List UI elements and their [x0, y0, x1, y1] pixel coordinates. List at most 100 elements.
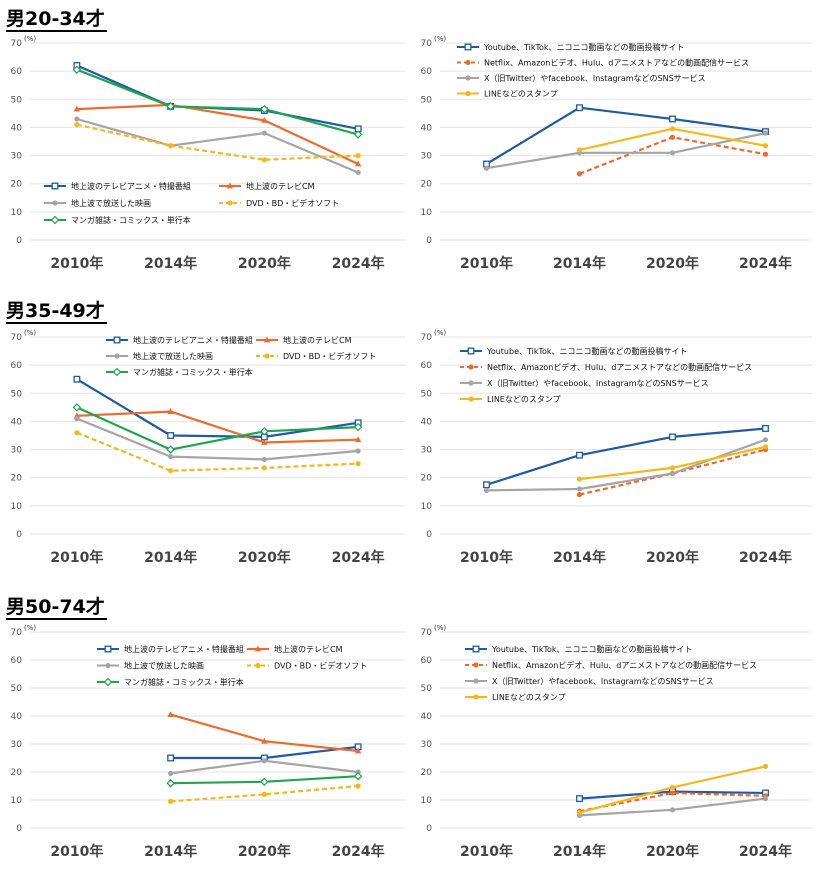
x-tick-label: 2020年	[646, 255, 699, 272]
series-group	[576, 134, 769, 177]
data-point	[354, 747, 362, 754]
series-line	[486, 438, 766, 492]
chart-m35-49-digital: 0 10 20 30 40 50 60 70 (%) 2010年 2014年 2020年 2024年 Yo…	[421, 329, 812, 566]
data-point	[73, 375, 81, 383]
data-point	[576, 810, 583, 816]
data-point	[261, 758, 267, 764]
legend-label: 地上波のテレビアニメ・特撮番組	[133, 335, 253, 345]
data-point	[353, 771, 363, 781]
data-point	[166, 445, 175, 454]
legend: Youtube、TikTok、ニコニコ動画などの動画投稿サイト Netflix、A…	[460, 346, 752, 404]
data-point	[261, 116, 268, 123]
legend-label: Netflix、Amazonビデオ、Hulu、dアニメストアなどの動画配信サービ…	[492, 660, 757, 670]
y-tick-label: 10	[421, 502, 433, 512]
x-tick-label: 2020年	[238, 549, 291, 566]
legend-label: X（旧Twitter）やfacebook、InstagramなどのSNSサービス	[487, 379, 709, 388]
series-group	[73, 375, 362, 441]
y-tick-label: 60	[11, 656, 23, 666]
y-tick-label: 30	[421, 446, 433, 456]
data-point	[669, 470, 676, 477]
data-point	[576, 795, 583, 803]
circle-marker	[468, 396, 474, 402]
y-tick-label: 50	[421, 389, 433, 399]
y-unit-label: (%)	[24, 329, 36, 337]
data-point	[576, 147, 583, 153]
data-point	[354, 436, 362, 443]
data-point	[168, 454, 174, 460]
diamond-marker	[50, 215, 60, 225]
y-tick-label: 30	[421, 740, 433, 750]
data-point	[762, 796, 769, 802]
triangle-marker	[254, 645, 262, 652]
circle-marker	[468, 380, 474, 386]
legend-label: 地上波のテレビCM	[283, 335, 352, 345]
x-tick-label: 2010年	[50, 843, 103, 860]
y-tick-label: 10	[421, 208, 433, 218]
data-point	[576, 451, 583, 459]
legend-label: 地上波で放送した映画	[124, 661, 204, 671]
x-tick-label: 2010年	[460, 843, 513, 860]
legend-label: Netflix、Amazonビデオ、Hulu、dアニメストアなどの動画配信サービ…	[487, 362, 752, 372]
series-group	[483, 104, 769, 168]
y-tick-label: 70	[421, 39, 433, 49]
y-tick-label: 10	[421, 796, 433, 806]
chart-m35-49-traditional: 0 10 20 30 40 50 60 70 (%) 2010年 2014年 2020年 2024年 地上…	[11, 329, 405, 566]
data-point	[168, 770, 174, 776]
legend-label: マンガ雑誌・コミックス・単行本	[133, 367, 253, 377]
data-point	[669, 134, 676, 140]
data-point	[669, 150, 676, 156]
x-tick-label: 2020年	[238, 255, 291, 272]
legend: Youtube、TikTok、ニコニコ動画などの動画投稿サイト Netflix、A…	[465, 644, 757, 702]
y-tick-label: 10	[11, 796, 23, 806]
data-point	[261, 465, 267, 471]
y-tick-label: 30	[11, 740, 23, 750]
data-point	[74, 416, 80, 422]
series-group	[166, 771, 363, 788]
y-tick-label: 0	[426, 824, 432, 834]
y-tick-label: 50	[421, 95, 433, 105]
square-marker	[51, 182, 59, 190]
y-tick-label: 50	[11, 684, 23, 694]
data-point	[762, 437, 769, 443]
x-tick-label: 2024年	[739, 549, 792, 566]
y-tick-label: 10	[11, 208, 23, 218]
y-tick-label: 20	[421, 180, 433, 190]
data-point	[166, 778, 175, 788]
y-tick-label: 70	[421, 628, 433, 638]
data-point	[355, 448, 361, 454]
data-point	[73, 105, 81, 112]
data-point	[167, 711, 174, 717]
series-group	[74, 430, 361, 474]
circle-marker	[227, 200, 233, 206]
series-group	[168, 758, 361, 776]
y-tick-label: 30	[421, 152, 433, 162]
legend-label: 地上波のテレビCM	[246, 181, 315, 191]
legend-label: マンガ雑誌・コミックス・単行本	[124, 677, 244, 687]
y-tick-label: 20	[11, 768, 23, 778]
legend-label: 地上波で放送した映画	[133, 351, 213, 361]
legend-label: 地上波のテレビアニメ・特撮番組	[71, 181, 191, 191]
data-point	[669, 115, 676, 123]
y-tick-label: 20	[11, 180, 23, 190]
data-point	[576, 171, 583, 177]
data-point	[72, 403, 82, 412]
series-group	[72, 65, 363, 139]
circle-marker	[105, 662, 111, 669]
y-tick-label: 20	[11, 474, 23, 484]
y-tick-label: 60	[421, 361, 433, 371]
y-unit-label: (%)	[434, 329, 446, 337]
data-point	[261, 130, 267, 136]
data-point	[74, 122, 80, 128]
circle-marker	[52, 200, 58, 206]
data-point	[483, 165, 490, 171]
circle-marker	[468, 364, 474, 370]
x-tick-label: 2014年	[144, 255, 197, 272]
series-line	[76, 410, 359, 444]
triangle-marker	[226, 182, 234, 189]
legend-label: Youtube、TikTok、ニコニコ動画などの動画投稿サイト	[486, 346, 688, 356]
series-line	[76, 123, 359, 161]
y-tick-label: 70	[11, 39, 23, 49]
legend-label: X（旧Twitter）やfacebook、InstagramなどのSNSサービス	[492, 677, 714, 686]
y-tick-label: 0	[16, 824, 22, 834]
data-point	[353, 130, 363, 139]
